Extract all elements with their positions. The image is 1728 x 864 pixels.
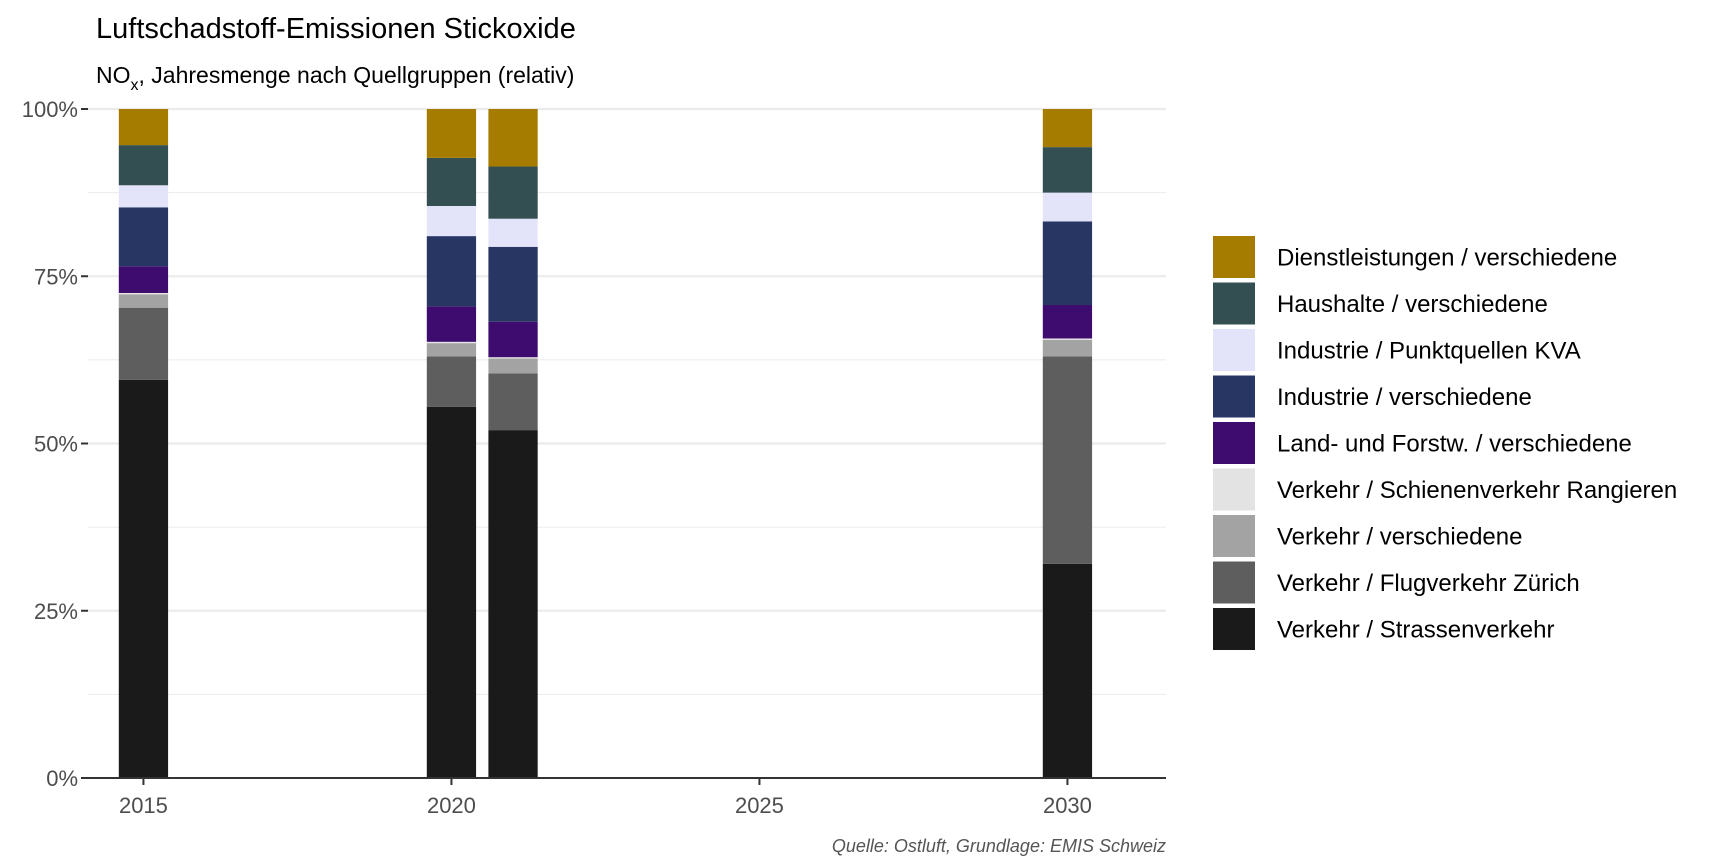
x-tick-label: 2020 bbox=[427, 793, 476, 818]
bar-segment bbox=[118, 294, 169, 308]
legend-key bbox=[1213, 282, 1255, 325]
chart-caption: Quelle: Ostluft, Grundlage: EMIS Schweiz bbox=[832, 836, 1166, 856]
bar-segment bbox=[426, 109, 477, 158]
bar-segment bbox=[488, 321, 538, 358]
bar-segment bbox=[118, 109, 169, 146]
axes: 0% 25% 50% 75% 100% 2015 2020 2025 2030 bbox=[22, 97, 1166, 818]
legend-key bbox=[1213, 329, 1255, 371]
y-tick-label: 25% bbox=[34, 599, 78, 624]
legend-label: Haushalte / verschiedene bbox=[1277, 291, 1548, 318]
legend-label: Verkehr / verschiedene bbox=[1277, 524, 1522, 551]
legend-item: Industrie / Punktquellen KVA bbox=[1213, 329, 1581, 371]
bar-segment bbox=[118, 185, 169, 208]
legend-label: Verkehr / Schienenverkehr Rangieren bbox=[1277, 477, 1677, 504]
bar-segment bbox=[118, 145, 169, 186]
bar-stack-2020 bbox=[426, 109, 477, 778]
legend-item: Land- und Forstw. / verschiedene bbox=[1213, 422, 1632, 464]
bar-segment bbox=[1042, 109, 1093, 148]
bar-segment bbox=[1042, 338, 1093, 340]
subtitle-main: NO bbox=[96, 62, 131, 88]
bar-segment bbox=[488, 358, 538, 374]
legend-key bbox=[1213, 468, 1255, 511]
bar-segment bbox=[488, 166, 538, 219]
x-tick-label: 2025 bbox=[735, 793, 784, 818]
legend: Dienstleistungen / verschiedene Haushalte… bbox=[1213, 236, 1677, 650]
y-tick-label: 0% bbox=[46, 766, 78, 791]
bar-segment bbox=[118, 207, 169, 267]
x-tick-label: 2015 bbox=[119, 793, 168, 818]
bar-segment bbox=[426, 406, 477, 778]
bar-segment bbox=[488, 430, 538, 778]
bar-segment bbox=[426, 341, 477, 344]
bar-segment bbox=[1042, 192, 1093, 222]
legend-item: Industrie / verschiedene bbox=[1213, 375, 1532, 418]
bar-segment bbox=[118, 307, 169, 380]
bars bbox=[118, 109, 1093, 778]
legend-key bbox=[1213, 375, 1255, 418]
legend-label: Verkehr / Flugverkehr Zürich bbox=[1277, 570, 1580, 597]
bar-segment bbox=[1042, 305, 1093, 339]
bar-segment bbox=[118, 266, 169, 293]
legend-label: Industrie / verschiedene bbox=[1277, 384, 1532, 411]
legend-item: Verkehr / Strassenverkehr bbox=[1213, 608, 1554, 650]
legend-item: Haushalte / verschiedene bbox=[1213, 282, 1548, 325]
bar-segment bbox=[1042, 221, 1093, 306]
bar-stack-2015 bbox=[118, 109, 169, 778]
legend-item: Dienstleistungen / verschiedene bbox=[1213, 236, 1617, 278]
bar-segment bbox=[1042, 356, 1093, 564]
chart-subtitle: NOx, Jahresmenge nach Quellgruppen (rela… bbox=[96, 62, 574, 94]
bar-segment bbox=[426, 206, 477, 237]
bar-segment bbox=[426, 356, 477, 407]
legend-key bbox=[1213, 608, 1255, 650]
legend-key bbox=[1213, 422, 1255, 464]
y-tick-label: 100% bbox=[22, 97, 78, 122]
legend-key bbox=[1213, 561, 1255, 604]
bar-segment bbox=[426, 306, 477, 342]
legend-label: Verkehr / Strassenverkehr bbox=[1277, 617, 1554, 644]
bar-segment bbox=[488, 109, 538, 167]
legend-item: Verkehr / Flugverkehr Zürich bbox=[1213, 561, 1580, 604]
bar-segment bbox=[488, 218, 538, 247]
subtitle-rest: , Jahresmenge nach Quellgruppen (relativ… bbox=[139, 62, 575, 88]
legend-item: Verkehr / Schienenverkehr Rangieren bbox=[1213, 468, 1677, 511]
bar-segment bbox=[426, 157, 477, 207]
legend-label: Dienstleistungen / verschiedene bbox=[1277, 245, 1617, 272]
y-tick-label: 50% bbox=[34, 432, 78, 457]
bar-segment bbox=[118, 292, 169, 295]
subtitle-subscript: x bbox=[131, 77, 139, 94]
y-tick-label: 75% bbox=[34, 264, 78, 289]
bar-stack-2021 bbox=[488, 109, 538, 778]
bar-segment bbox=[1042, 339, 1093, 357]
bar-segment bbox=[1042, 147, 1093, 193]
bar-segment bbox=[488, 373, 538, 431]
bar-stack-2030 bbox=[1042, 109, 1093, 778]
bar-segment bbox=[1042, 563, 1093, 778]
legend-key bbox=[1213, 515, 1255, 557]
legend-label: Land- und Forstw. / verschiedene bbox=[1277, 431, 1632, 458]
legend-item: Verkehr / verschiedene bbox=[1213, 515, 1522, 557]
legend-label: Industrie / Punktquellen KVA bbox=[1277, 338, 1581, 365]
bar-segment bbox=[426, 343, 477, 357]
gridlines bbox=[88, 107, 1166, 695]
x-tick-label: 2030 bbox=[1043, 793, 1092, 818]
bar-segment bbox=[488, 246, 538, 322]
legend-key bbox=[1213, 236, 1255, 278]
bar-segment bbox=[488, 357, 538, 359]
chart-title: Luftschadstoff-Emissionen Stickoxide bbox=[96, 13, 576, 45]
bar-segment bbox=[426, 236, 477, 307]
bar-segment bbox=[118, 379, 169, 778]
